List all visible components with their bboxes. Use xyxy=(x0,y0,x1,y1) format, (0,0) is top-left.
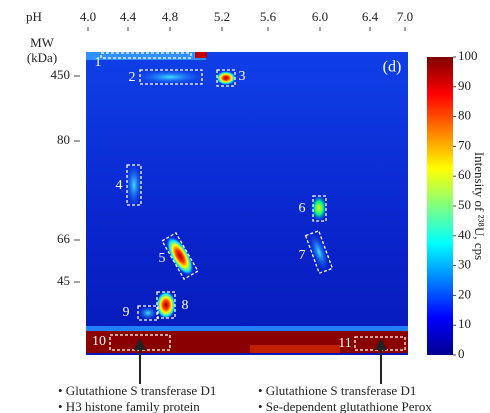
y-axis-unit: (kDa) xyxy=(27,50,57,65)
spot-label: 9 xyxy=(123,305,130,320)
legend-entry: • Glutathione S transferase D1 xyxy=(58,383,216,398)
colorbar xyxy=(427,57,453,355)
band xyxy=(250,345,340,353)
y-tick-label: 450 xyxy=(51,67,71,82)
x-tick-label: 7.0 xyxy=(397,9,413,24)
colorbar-tick-label: 0 xyxy=(458,346,465,361)
x-tick-label: 4.4 xyxy=(120,9,137,24)
legend-entry: • Se-dependent glutathione Perox xyxy=(258,399,432,413)
x-tick-label: 4.8 xyxy=(162,9,178,24)
y-axis-label: MW xyxy=(30,35,55,50)
colorbar-tick-label: 100 xyxy=(458,48,478,63)
spot xyxy=(126,163,142,207)
spot xyxy=(216,71,236,85)
spot-label: 4 xyxy=(116,178,123,193)
x-tick-label: 6.0 xyxy=(312,9,328,24)
colorbar-tick-label: 60 xyxy=(458,167,471,182)
legend-entry: • Glutathione S transferase D1 xyxy=(258,383,416,398)
colorbar-label: Intensity of ²³⁸U, cps xyxy=(472,152,487,260)
spot xyxy=(138,306,158,320)
colorbar-tick-label: 10 xyxy=(458,316,471,331)
colorbar-tick-label: 20 xyxy=(458,286,471,301)
heatmap xyxy=(86,52,408,355)
spot-label: 10 xyxy=(92,334,106,349)
colorbar-tick-label: 40 xyxy=(458,227,471,242)
x-tick-label: 5.2 xyxy=(214,9,230,24)
spot xyxy=(311,195,327,221)
spot xyxy=(156,291,176,319)
y-tick-label: 80 xyxy=(57,132,70,147)
colorbar-tick-label: 30 xyxy=(458,257,471,272)
legend-entry: • H3 histone family protein xyxy=(58,399,200,413)
panel-label: (d) xyxy=(383,59,402,76)
spot-label: 8 xyxy=(182,298,189,313)
spot-label: 11 xyxy=(338,336,351,351)
x-tick-label: 5.6 xyxy=(260,9,277,24)
spot-label: 1 xyxy=(95,55,102,70)
colorbar-tick-label: 80 xyxy=(458,108,471,123)
band xyxy=(86,326,408,331)
spot xyxy=(136,70,204,84)
colorbar-tick-label: 50 xyxy=(458,197,471,212)
x-tick-label: 4.0 xyxy=(80,9,96,24)
spot-label: 5 xyxy=(159,251,166,266)
x-axis-label: pH xyxy=(26,9,42,24)
colorbar-tick-label: 90 xyxy=(458,78,471,93)
spot-label: 2 xyxy=(129,70,136,85)
x-tick-label: 6.4 xyxy=(362,9,379,24)
chart: (d) pH MW (kDa) Intensity of ²³⁸U, cps 4… xyxy=(0,0,490,413)
y-tick-label: 45 xyxy=(57,273,70,288)
spot-label: 3 xyxy=(239,69,246,84)
colorbar-tick-label: 70 xyxy=(458,137,471,152)
spot-label: 6 xyxy=(299,201,306,216)
y-tick-label: 66 xyxy=(57,231,71,246)
spot-label: 7 xyxy=(299,248,306,263)
band xyxy=(195,52,207,58)
